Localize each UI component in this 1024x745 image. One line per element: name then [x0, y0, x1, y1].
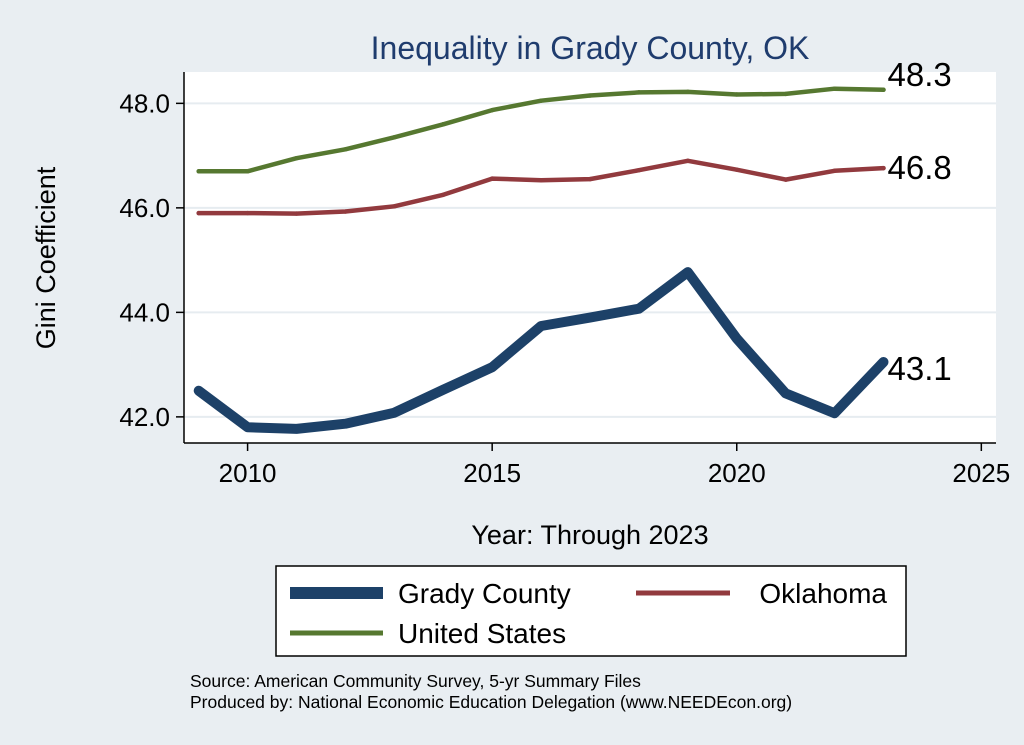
data-point-grady-county: [585, 313, 595, 323]
data-point-oklahoma: [685, 158, 691, 164]
data-point-united-states: [392, 135, 397, 140]
data-point-oklahoma: [441, 192, 446, 197]
data-point-united-states: [343, 147, 348, 152]
data-point-oklahoma: [196, 210, 201, 216]
data-point-grady-county: [340, 419, 350, 429]
data-point-grady-county: [243, 422, 253, 432]
data-point-oklahoma: [538, 177, 544, 183]
y-tick-label: 42.0: [119, 402, 170, 432]
end-label-grady-county: 43.1: [887, 350, 951, 387]
legend-label-united-states: United States: [398, 618, 566, 649]
x-tick-label: 2015: [463, 458, 521, 488]
x-tick-label: 2010: [219, 458, 277, 488]
data-point-oklahoma: [392, 204, 397, 209]
series-lines: [193, 86, 889, 434]
data-point-united-states: [636, 90, 642, 95]
source-note: Source: American Community Survey, 5-yr …: [190, 671, 641, 691]
data-point-united-states: [538, 98, 544, 103]
x-tick-label: 2025: [952, 458, 1010, 488]
y-tick-label: 48.0: [119, 88, 170, 118]
data-point-united-states: [881, 87, 886, 92]
x-tick-label: 2020: [708, 458, 766, 488]
y-tick-label: 44.0: [119, 297, 170, 327]
end-label-oklahoma: 46.8: [887, 149, 951, 186]
data-point-united-states: [783, 91, 788, 97]
producer-note: Produced by: National Economic Education…: [190, 692, 792, 712]
data-point-oklahoma: [587, 176, 593, 182]
x-axis-label: Year: Through 2023: [471, 520, 708, 550]
data-point-oklahoma: [783, 177, 788, 182]
data-point-oklahoma: [294, 211, 299, 216]
data-point-grady-county: [683, 267, 693, 277]
data-point-grady-county: [830, 408, 840, 418]
chart-title: Inequality in Grady County, OK: [371, 30, 810, 66]
end-labels: 43.1 46.8 48.3: [887, 56, 951, 387]
legend-label-oklahoma: Oklahoma: [759, 578, 887, 609]
gridlines: [184, 102, 996, 418]
data-point-oklahoma: [636, 168, 642, 173]
data-point-oklahoma: [832, 168, 837, 173]
data-point-united-states: [294, 156, 299, 161]
end-label-united-states: 48.3: [887, 56, 951, 93]
data-point-grady-county: [292, 424, 302, 434]
data-point-grady-county: [878, 357, 888, 367]
data-point-oklahoma: [343, 209, 348, 214]
data-point-grady-county: [438, 385, 448, 395]
data-point-oklahoma: [881, 165, 886, 171]
plot-area: [184, 72, 996, 443]
axes: 42.0 44.0 46.0 48.0 2010 2015 2020 2025: [119, 72, 1010, 488]
data-point-united-states: [196, 169, 201, 174]
data-point-united-states: [441, 122, 446, 127]
data-point-oklahoma: [489, 176, 495, 181]
data-point-grady-county: [732, 333, 742, 343]
legend: Grady County Oklahoma United States: [275, 565, 907, 657]
data-point-united-states: [489, 107, 495, 113]
data-point-united-states: [734, 92, 739, 97]
data-point-grady-county: [536, 321, 546, 331]
data-point-grady-county: [487, 362, 497, 372]
data-point-oklahoma: [734, 167, 739, 172]
legend-label-grady-county: Grady County: [398, 578, 571, 609]
y-axis-label: Gini Coefficient: [31, 166, 61, 349]
data-point-united-states: [587, 93, 593, 98]
data-point-oklahoma: [245, 210, 250, 216]
data-point-grady-county: [634, 304, 644, 314]
data-point-grady-county: [389, 408, 399, 418]
y-tick-label: 46.0: [119, 193, 170, 223]
data-point-united-states: [832, 86, 837, 91]
legend-box: [275, 565, 907, 657]
data-point-grady-county: [194, 386, 204, 396]
data-point-grady-county: [781, 388, 791, 398]
data-point-united-states: [685, 89, 691, 95]
data-point-united-states: [245, 169, 250, 174]
